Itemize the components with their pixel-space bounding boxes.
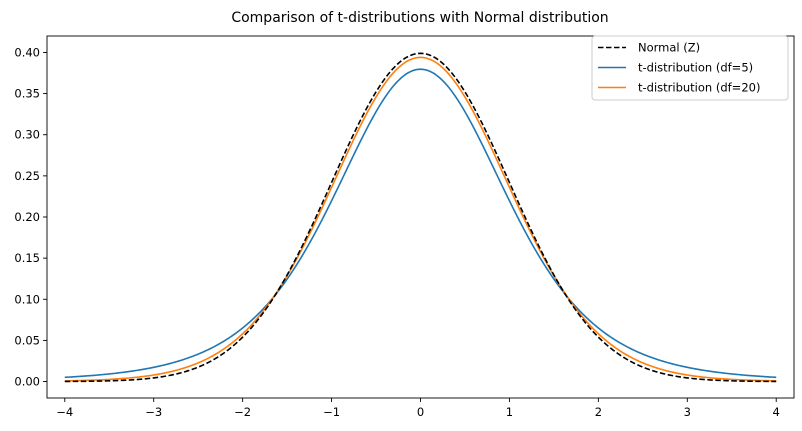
y-tick-label: 0.20 xyxy=(14,210,40,224)
legend-label-df5: t-distribution (df=5) xyxy=(638,61,753,75)
y-tick-label: 0.05 xyxy=(14,333,40,347)
x-tick-label: −3 xyxy=(145,405,162,419)
y-tick-label: 0.25 xyxy=(14,169,40,183)
series-t-df5-line xyxy=(64,68,777,379)
x-tick-label: −2 xyxy=(234,405,251,419)
legend-label-df20: t-distribution (df=20) xyxy=(638,81,760,95)
y-tick-label: 0.15 xyxy=(14,251,40,265)
legend-label-normal: Normal (Z) xyxy=(638,41,700,55)
x-tick-label: 3 xyxy=(684,405,691,419)
x-axis: −4 −3 −2 −1 0 1 2 3 4 xyxy=(56,398,780,419)
y-axis: 0.00 0.05 0.10 0.15 0.20 0.25 0.30 0.35 0.40 xyxy=(14,45,47,389)
y-tick-label: 0.10 xyxy=(14,292,40,306)
y-tick-label: 0.35 xyxy=(14,87,40,101)
series-normal-line xyxy=(64,52,777,383)
legend: Normal (Z) t-distribution (df=5) t-distr… xyxy=(591,35,789,101)
y-tick-label: 0.40 xyxy=(14,45,40,59)
x-tick-label: 2 xyxy=(595,405,602,419)
chart-title: Comparison of t-distributions with Norma… xyxy=(231,10,608,26)
legend-box xyxy=(591,35,789,101)
x-tick-label: 4 xyxy=(773,405,780,419)
plot-lines xyxy=(64,52,777,383)
x-tick-label: 1 xyxy=(506,405,513,419)
x-tick-label: −4 xyxy=(56,405,73,419)
series-t-df20-line xyxy=(64,56,777,382)
x-tick-label: −1 xyxy=(323,405,340,419)
y-tick-label: 0.30 xyxy=(14,128,40,142)
y-tick-label: 0.00 xyxy=(14,375,40,389)
x-tick-label: 0 xyxy=(417,405,424,419)
